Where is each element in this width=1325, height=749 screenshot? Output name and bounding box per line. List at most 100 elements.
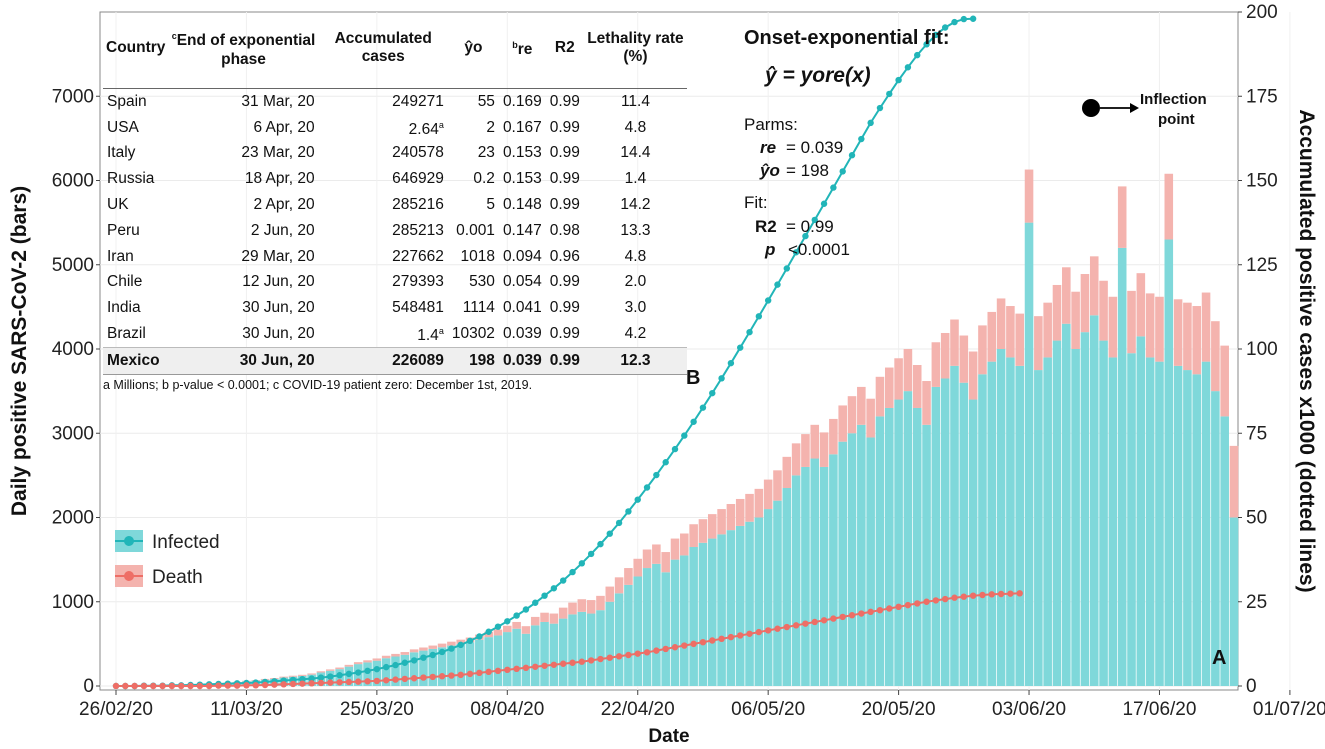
fit-r2-symbol: R2	[755, 217, 777, 236]
fit-equation: ŷ = yore(x)	[764, 64, 871, 87]
infected-bar	[819, 466, 829, 686]
table-cell: Russia	[107, 170, 155, 188]
infected-bar	[894, 399, 903, 686]
death-accumulated-point	[410, 675, 418, 682]
fit-p-value: <0.0001	[788, 240, 850, 259]
death-bar	[875, 376, 885, 417]
infected-bar	[1080, 332, 1090, 686]
table-cell: Mexico	[103, 346, 169, 375]
table-cell: 1.4	[624, 170, 647, 188]
infected-bar	[1052, 340, 1062, 686]
death-accumulated-point	[355, 678, 362, 685]
death-bar	[288, 675, 298, 677]
table-cell: 5	[486, 196, 495, 214]
death-bar	[586, 600, 596, 614]
table-cell: 0.039	[502, 325, 542, 343]
death-accumulated-point	[709, 637, 716, 644]
table-cell: 12 Jun, 20	[242, 273, 315, 291]
death-accumulated-point	[876, 606, 884, 614]
infected-bar	[782, 488, 792, 686]
infected-bar	[912, 407, 922, 686]
infected-bar	[717, 534, 726, 686]
infected-bar	[1220, 416, 1229, 686]
infected-bar	[838, 441, 847, 686]
table-body: Spain 31 Mar, 20 249271 55 0.169 0.99 11.4 USA 6…	[103, 89, 687, 375]
infected-bar	[419, 650, 428, 686]
death-accumulated-point	[932, 597, 940, 604]
death-accumulated-point	[168, 682, 176, 690]
infected-accumulated-point	[327, 673, 334, 680]
death-accumulated-point	[532, 663, 539, 670]
infected-accumulated-point	[774, 281, 781, 288]
infected-bar	[549, 623, 559, 686]
infected-bar	[1155, 361, 1164, 686]
infected-bar	[866, 437, 875, 686]
infected-bar	[1015, 365, 1025, 686]
table-cell: 285213	[392, 221, 444, 239]
table-cell: 3.0	[624, 299, 647, 317]
table-cell: 646929	[392, 170, 444, 188]
infected-bar	[447, 645, 456, 686]
infected-accumulated-point	[317, 674, 325, 681]
infected-accumulated-point	[653, 471, 660, 479]
death-bar	[707, 514, 717, 539]
death-bar	[782, 456, 792, 489]
x-tick-label: 17/06/20	[1122, 699, 1196, 720]
infected-accumulated-point	[438, 648, 446, 656]
infected-bar	[1043, 357, 1052, 686]
infected-bar	[372, 660, 382, 686]
death-bar	[353, 662, 363, 665]
death-accumulated-point	[289, 680, 297, 688]
infected-bar	[363, 662, 372, 686]
infected-bar	[726, 530, 736, 686]
infected-accumulated-point	[299, 676, 306, 683]
death-bar	[1062, 267, 1071, 324]
death-bar	[363, 660, 372, 663]
death-accumulated-point	[690, 640, 697, 648]
death-accumulated-point	[643, 649, 651, 656]
death-accumulated-point	[951, 594, 958, 601]
x-tick-label: 25/03/20	[340, 699, 414, 720]
death-accumulated-point	[140, 682, 148, 690]
infected-accumulated-point	[643, 484, 651, 491]
death-bar	[512, 621, 521, 629]
infected-accumulated-point	[755, 313, 763, 320]
inflection-arrowhead	[1130, 103, 1139, 113]
infected-bar	[409, 652, 419, 686]
death-accumulated-point	[159, 682, 166, 690]
death-bar	[698, 519, 708, 543]
death-accumulated-point	[858, 610, 865, 617]
death-bar	[605, 586, 615, 602]
death-bar	[745, 493, 754, 522]
death-accumulated-point	[373, 677, 381, 685]
table-header-row: Country cEnd of exponential phase Accumula…	[103, 8, 687, 89]
death-accumulated-point	[886, 605, 893, 612]
table-header-cell: Accumulated cases	[318, 8, 448, 89]
death-accumulated-point	[448, 672, 455, 679]
table-cell: 2 Apr, 20	[253, 196, 315, 214]
death-accumulated-point	[494, 667, 502, 675]
infected-bar	[801, 466, 810, 686]
death-accumulated-point	[615, 653, 623, 660]
death-bar	[1127, 290, 1136, 354]
table-cell: UK	[107, 196, 129, 214]
death-accumulated-point	[737, 632, 744, 639]
table-cell: 30 Jun, 20	[168, 346, 319, 375]
death-bar	[735, 498, 745, 526]
table-cell: Spain	[107, 92, 147, 110]
infected-bar	[1229, 517, 1239, 686]
table-cell: 0.153	[502, 144, 542, 162]
fit-p-symbol: p	[764, 240, 775, 259]
table-cell: 4.8	[624, 118, 647, 136]
death-accumulated-point	[187, 682, 194, 690]
infected-bar	[437, 647, 447, 686]
infected-accumulated-point	[597, 540, 604, 548]
death-bars	[186, 169, 1239, 685]
death-bar	[549, 613, 559, 624]
infected-accumulated-point	[746, 328, 753, 336]
table-cell: Peru	[107, 221, 140, 239]
death-accumulated-point	[560, 660, 567, 667]
infected-bar	[1062, 323, 1071, 686]
death-accumulated-point	[317, 679, 325, 687]
infected-bar	[605, 601, 615, 686]
